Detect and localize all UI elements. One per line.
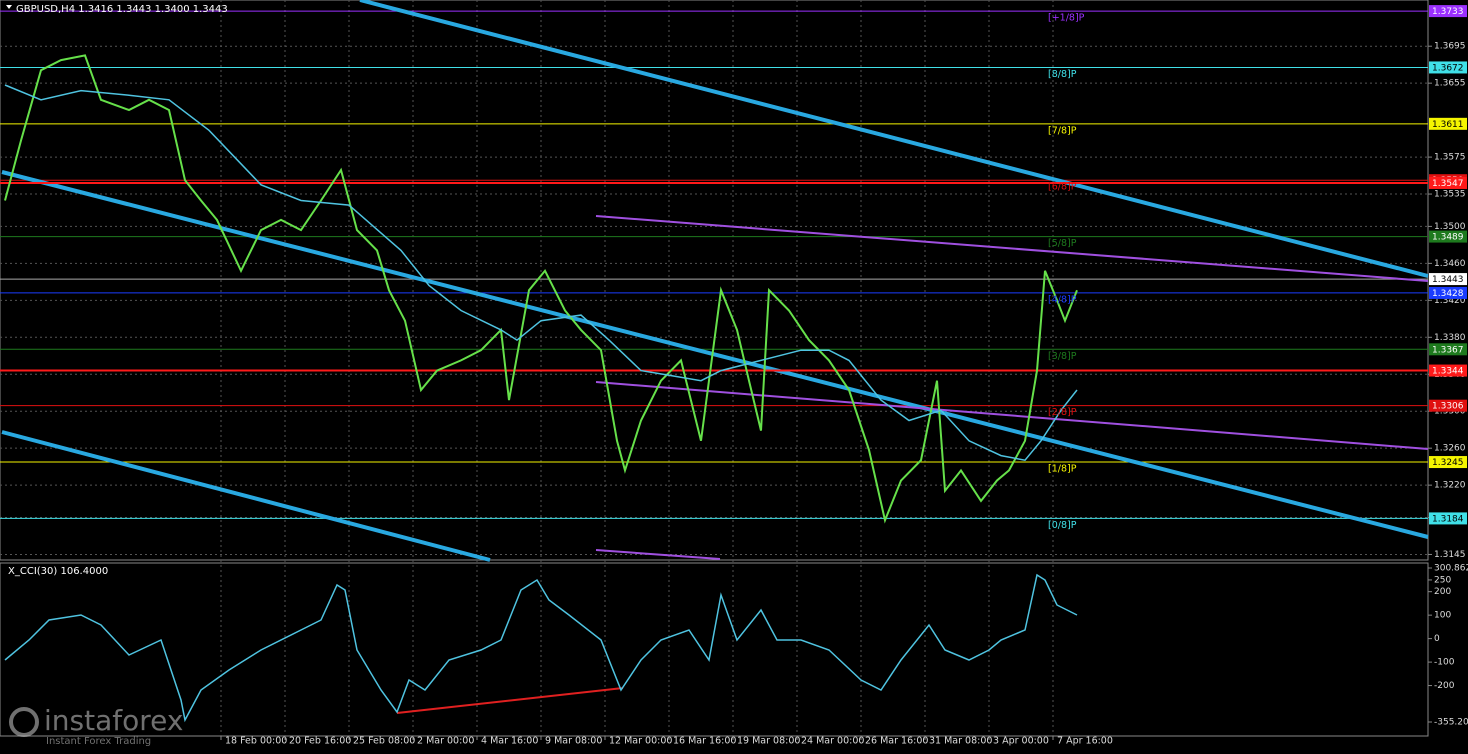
- y-tick-label: 1.3535: [1434, 190, 1466, 200]
- murray-level-name: [2/8]P: [1048, 407, 1077, 418]
- price-label-box: [1429, 273, 1467, 286]
- price-label-box: [1429, 286, 1467, 299]
- plot-layer: [0, 54, 1428, 723]
- murray-level-name: [8/8]P: [1048, 69, 1077, 80]
- x-tick-label: 7 Apr 16:00: [1057, 736, 1113, 747]
- y-tick-label: -200: [1434, 681, 1455, 691]
- regression-line: [595, 381, 1429, 450]
- series-line: [4, 573, 1078, 723]
- regression-line: [595, 215, 1429, 282]
- murray-level-name: [7/8]P: [1048, 125, 1077, 136]
- y-tick-label: 250: [1434, 575, 1451, 585]
- price-label: 1.3489: [1432, 233, 1464, 243]
- series-line: [4, 84, 1078, 462]
- y-tick-label: 1.3460: [1434, 259, 1466, 269]
- x-tick-label: 3 Apr 00:00: [993, 736, 1049, 747]
- murray-level-name: [1/8]P: [1048, 464, 1077, 475]
- chart-title: GBPUSD,H4 1.3416 1.3443 1.3400 1.3443: [16, 4, 228, 15]
- price-label-box: [1429, 364, 1467, 377]
- y-tick-label: 1.3380: [1434, 333, 1466, 343]
- price-label-box: [1429, 61, 1467, 74]
- y-tick-label: 1.3145: [1434, 550, 1466, 560]
- y-tick-label: 1.3575: [1434, 153, 1466, 163]
- murray-level-name: [5/8]P: [1048, 238, 1077, 249]
- trend-line: [359, 0, 1429, 278]
- murray-level-name: [+1/8]P: [1048, 13, 1085, 24]
- x-tick-label: 20 Feb 16:00: [289, 736, 351, 747]
- trend-line: [1, 170, 1429, 539]
- murray-level-name: [0/8]P: [1048, 520, 1077, 531]
- x-tick-label: 25 Feb 08:00: [353, 736, 415, 747]
- x-tick-label: 16 Mar 16:00: [673, 736, 736, 747]
- grid-layer: [0, 0, 1428, 736]
- cci-panel: [0, 562, 1429, 737]
- y-tick-label: 1.3655: [1434, 79, 1466, 89]
- x-tick-label: 24 Mar 00:00: [801, 736, 864, 747]
- indicator-title: X_CCI(30) 106.4000: [8, 566, 108, 577]
- main-panel: [0, 0, 1429, 561]
- x-tick-label: 18 Feb 00:00: [225, 736, 287, 747]
- price-label-box: [1429, 456, 1467, 469]
- price-label: 1.3245: [1432, 458, 1464, 468]
- regression-line: [595, 549, 721, 560]
- price-label: 1.3611: [1432, 120, 1464, 130]
- y-tick-label: 300.8623: [1434, 564, 1468, 574]
- x-tick-label: 12 Mar 00:00: [609, 736, 672, 747]
- price-label-box: [1429, 5, 1467, 18]
- watermark-slogan: Instant Forex Trading: [46, 736, 151, 747]
- x-tick-label: 2 Mar 00:00: [417, 736, 474, 747]
- y-tick-label: 0: [1434, 634, 1440, 644]
- price-label: 1.3306: [1432, 402, 1464, 412]
- price-label: 1.3733: [1432, 7, 1464, 17]
- murray-level-name: [3/8]P: [1048, 351, 1077, 362]
- watermark: instaforex Instant Forex Trading: [9, 704, 183, 747]
- price-label-box: [1429, 230, 1467, 243]
- price-label-box: [1429, 176, 1467, 189]
- price-label: 1.3547: [1432, 179, 1464, 189]
- y-tick-label: 1.3260: [1434, 444, 1466, 454]
- price-label-box: [1429, 343, 1467, 356]
- price-label-box: [1429, 117, 1467, 130]
- price-label: 1.3428: [1432, 289, 1464, 299]
- price-label: 1.3443: [1432, 275, 1464, 285]
- y-tick-label: -355.206: [1434, 718, 1468, 728]
- price-label: 1.3344: [1432, 367, 1464, 377]
- watermark-logo: [9, 707, 39, 737]
- y-tick-label: 1.3420: [1434, 296, 1466, 306]
- menu-arrow[interactable]: [6, 5, 12, 9]
- price-label-box: [1429, 512, 1467, 525]
- series-line: [4, 54, 1078, 524]
- divergence-line: [396, 687, 624, 714]
- x-tick-label: 4 Mar 16:00: [481, 736, 538, 747]
- price-label-box: [1429, 399, 1467, 412]
- y-tick-label: 1.3500: [1434, 222, 1466, 232]
- watermark-name: instaforex: [44, 704, 183, 737]
- y-tick-label: 1.3220: [1434, 481, 1466, 491]
- price-label: 1.3184: [1432, 514, 1464, 524]
- trend-line: [1, 430, 491, 562]
- y-tick-label: 1.3695: [1434, 42, 1466, 52]
- murray-level-name: [4/8]P: [1048, 294, 1077, 305]
- x-tick-label: 19 Mar 08:00: [737, 736, 800, 747]
- x-tick-label: 31 Mar 08:00: [929, 736, 992, 747]
- y-tick-label: 200: [1434, 587, 1451, 597]
- x-tick-label: 9 Mar 08:00: [545, 736, 602, 747]
- price-label: 1.3367: [1432, 345, 1464, 355]
- price-label: 1.3672: [1432, 63, 1464, 73]
- y-tick-label: 100: [1434, 611, 1451, 621]
- y-tick-label: -100: [1434, 658, 1455, 668]
- y-tick-label: 1.3300: [1434, 407, 1466, 417]
- x-tick-label: 26 Mar 16:00: [865, 736, 928, 747]
- murray-level-name: [6/8]P: [1048, 182, 1077, 193]
